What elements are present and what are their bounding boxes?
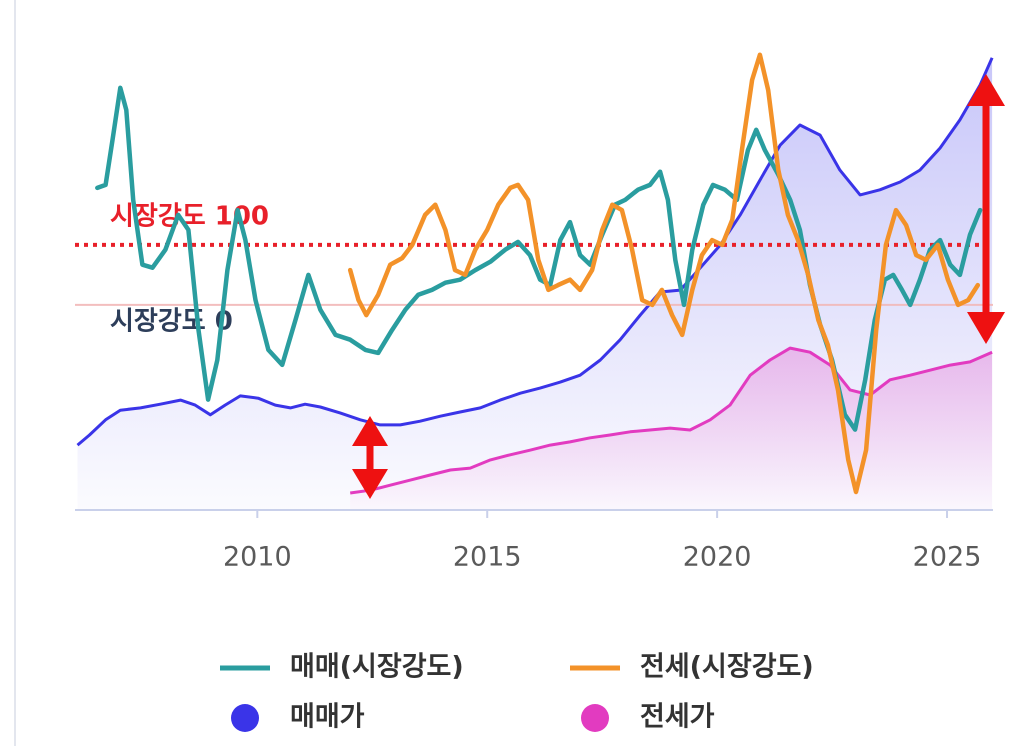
reference-label: 시장강도 0 xyxy=(110,306,233,336)
area-layer xyxy=(76,57,994,511)
series-area-edge xyxy=(76,57,994,447)
legend-label: 전세(시장강도) xyxy=(640,652,814,683)
legend-label: 매매(시장강도) xyxy=(290,652,464,683)
x-tick-label: 2020 xyxy=(683,542,752,573)
annotation-arrows xyxy=(352,74,1005,499)
axis-layer: 2010 2015 2020 2025 xyxy=(75,509,993,573)
legend-swatch xyxy=(231,704,259,732)
legend-label: 전세가 xyxy=(640,702,715,733)
legend-swatch xyxy=(581,704,609,732)
series-area-edge xyxy=(349,346,993,495)
arrow-head xyxy=(967,74,1005,106)
series-line xyxy=(347,52,981,495)
legend-label: 매매가 xyxy=(290,702,365,733)
arrow-head xyxy=(352,469,388,499)
arrow-head xyxy=(967,312,1005,344)
line-layer xyxy=(95,52,983,495)
arrow-head xyxy=(352,416,388,446)
x-tick-label: 2025 xyxy=(913,542,982,573)
legend: 매매(시장강도) 전세(시장강도) 매매가 전세가 xyxy=(220,652,814,733)
x-tick-label: 2010 xyxy=(223,542,292,573)
x-tick-label: 2015 xyxy=(453,542,522,573)
series-line xyxy=(95,85,983,432)
